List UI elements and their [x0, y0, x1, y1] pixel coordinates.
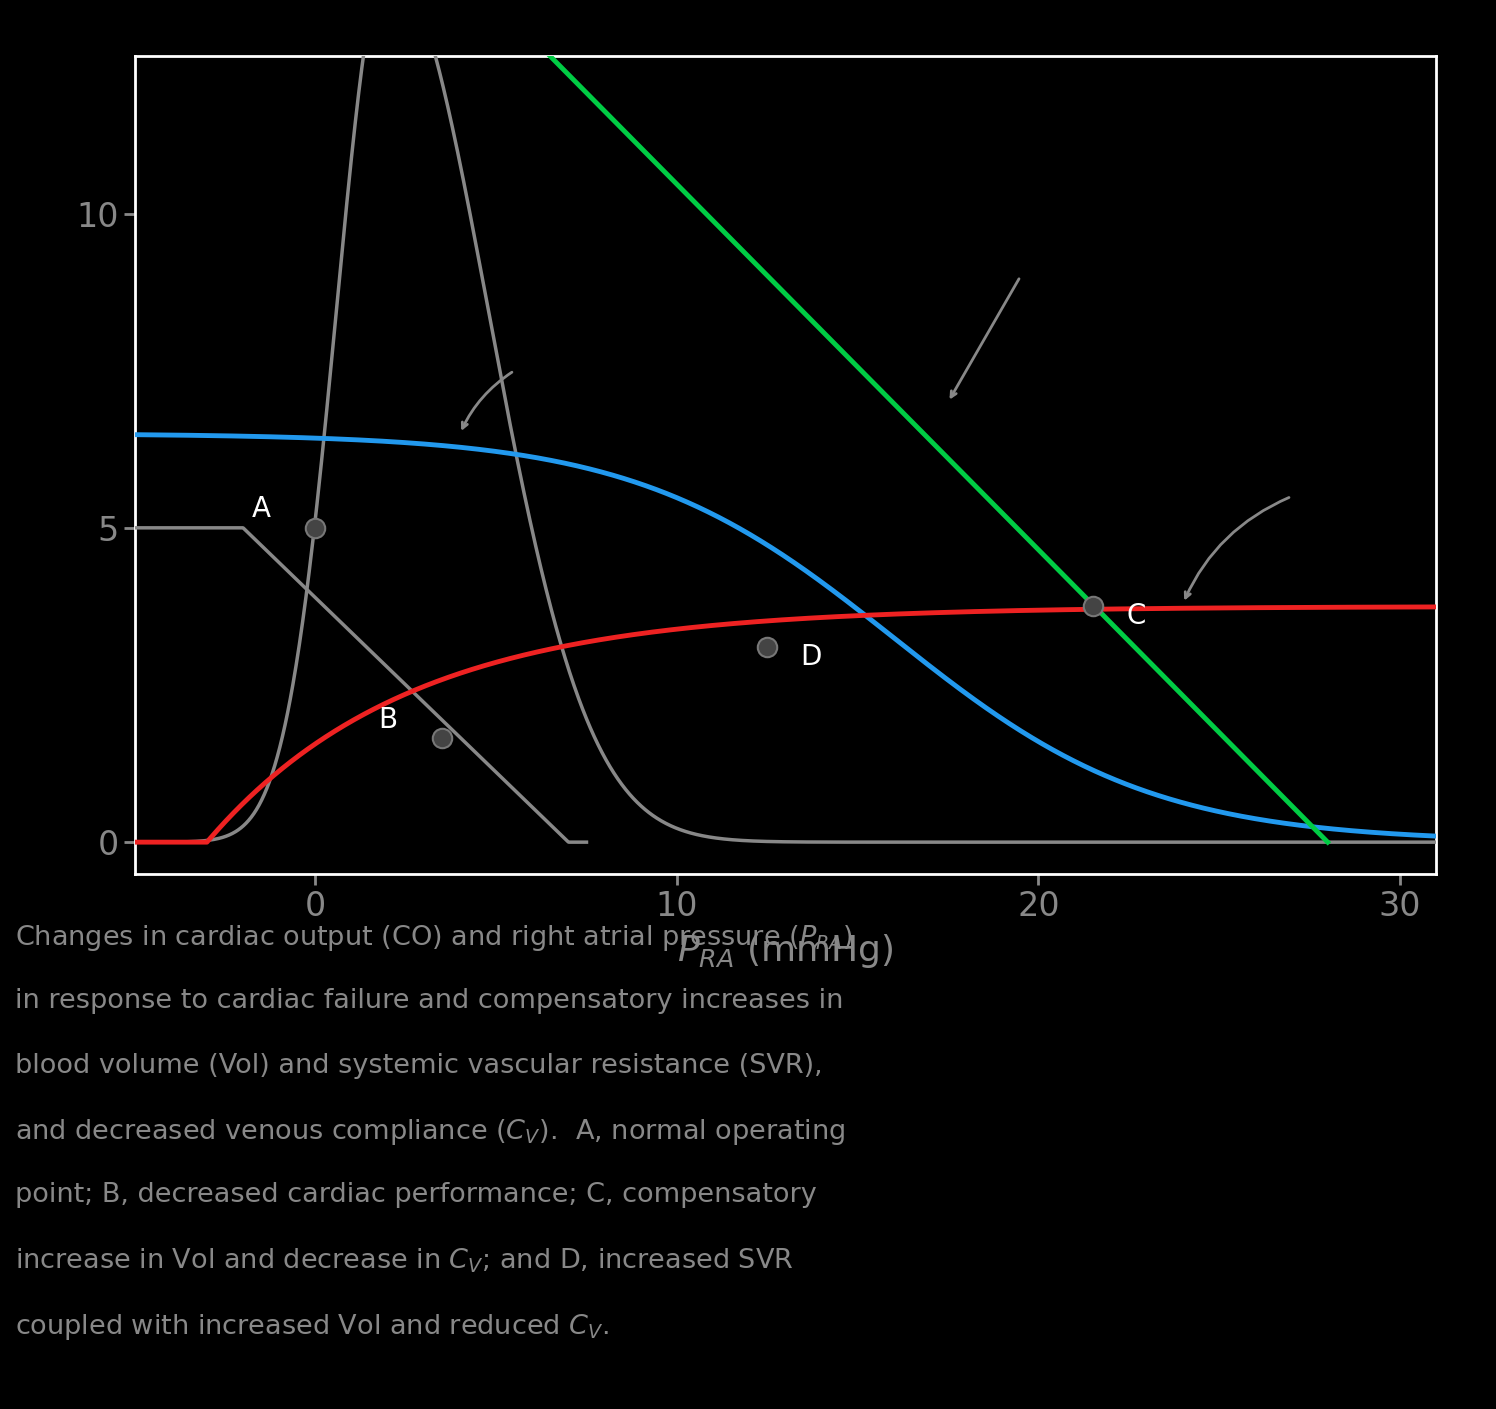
- Text: in response to cardiac failure and compensatory increases in: in response to cardiac failure and compe…: [15, 988, 844, 1013]
- Text: point; B, decreased cardiac performance; C, compensatory: point; B, decreased cardiac performance;…: [15, 1182, 817, 1208]
- Text: coupled with increased Vol and reduced $C_V$.: coupled with increased Vol and reduced $…: [15, 1312, 609, 1341]
- Text: Changes in cardiac output (CO) and right atrial pressure ($P_{RA}$): Changes in cardiac output (CO) and right…: [15, 923, 853, 952]
- Text: B: B: [378, 706, 398, 734]
- Text: increase in Vol and decrease in $C_V$; and D, increased SVR: increase in Vol and decrease in $C_V$; a…: [15, 1247, 794, 1275]
- Text: D: D: [800, 643, 821, 671]
- Text: and decreased venous compliance ($C_V$).  A, normal operating: and decreased venous compliance ($C_V$).…: [15, 1117, 845, 1147]
- Text: blood volume (Vol) and systemic vascular resistance (SVR),: blood volume (Vol) and systemic vascular…: [15, 1053, 823, 1078]
- Text: C: C: [1126, 602, 1146, 630]
- Text: $P_{RA}$ (mmHg): $P_{RA}$ (mmHg): [678, 933, 893, 969]
- Text: A: A: [251, 495, 271, 523]
